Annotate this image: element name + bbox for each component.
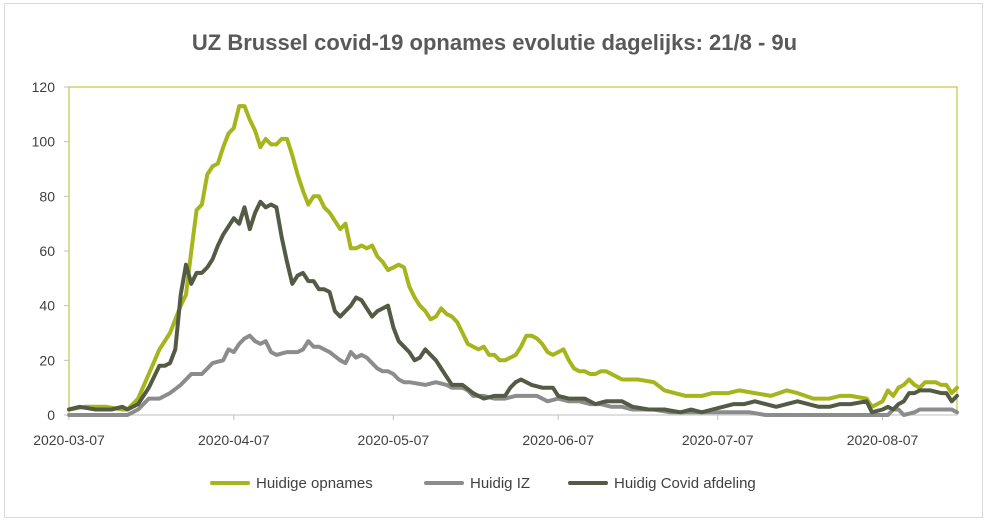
series-line-2 [67,199,959,415]
legend-label-1: Huidig IZ [470,475,530,492]
y-tick-label: 0 [47,407,55,423]
legend: Huidige opnames Huidig IZ Huidig Covid afd… [210,475,756,492]
chart-frame [4,3,983,518]
y-tick-label: 80 [39,188,55,204]
y-axis-ticks: 0 20 40 60 80 100 120 [32,79,69,423]
chart-title: UZ Brussel covid-19 opnames evolutie dag… [191,30,798,55]
x-tick-label: 2020-05-07 [358,432,430,448]
series-line-0 [67,104,959,412]
x-tick-label: 2020-03-07 [33,432,105,448]
x-tick-label: 2020-08-07 [847,432,919,448]
legend-label-2: Huidig Covid afdeling [614,475,756,492]
x-tick-label: 2020-04-07 [198,432,270,448]
series-line-1 [67,333,959,417]
x-tick-label: 2020-07-07 [682,432,754,448]
x-axis-ticks: 2020-03-07 2020-04-07 2020-05-07 2020-06-07… [33,414,957,448]
series-lines [67,104,959,417]
y-tick-label: 40 [39,298,55,314]
y-tick-label: 100 [32,134,56,150]
x-tick-label: 2020-06-07 [522,432,594,448]
y-tick-label: 120 [32,79,56,95]
legend-label-0: Huidige opnames [256,475,373,492]
y-tick-label: 20 [39,352,55,368]
y-tick-label: 60 [39,243,55,259]
plot-area-border [68,86,958,416]
